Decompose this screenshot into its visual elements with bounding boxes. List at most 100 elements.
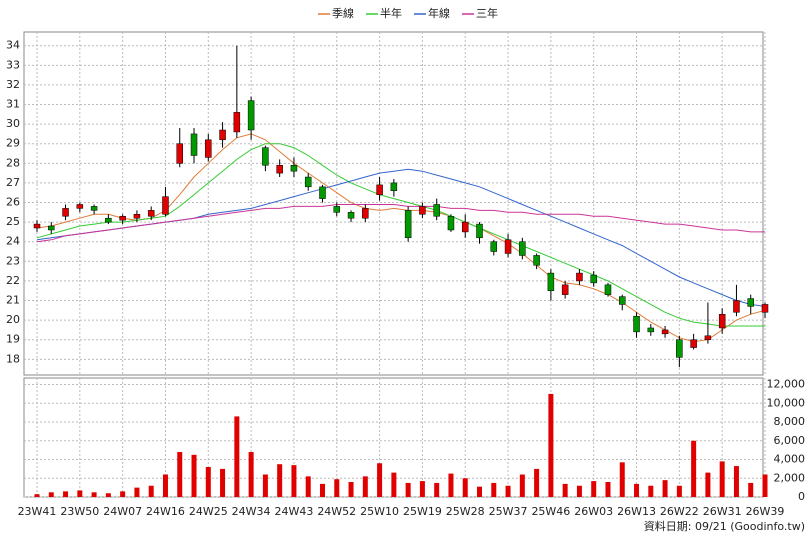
legend-label: 三年 (476, 6, 498, 20)
y-tick-label: 30 (6, 117, 20, 130)
volume-bar (505, 485, 511, 497)
volume-bar (91, 492, 97, 497)
candle-body (90, 206, 98, 211)
candle-body (504, 239, 512, 254)
candle-body (761, 304, 769, 313)
candle-body (290, 165, 298, 172)
volume-bar (733, 466, 739, 497)
volume-tick-label: 4,000 (774, 453, 806, 466)
candle-body (105, 217, 112, 223)
candle-body (219, 129, 226, 141)
candle-body (747, 298, 754, 307)
volume-bar (277, 464, 283, 497)
volume-tick-label: 6,000 (774, 434, 806, 447)
x-tick-label: 23W41 (18, 505, 57, 518)
x-tick-label: 24W25 (189, 505, 228, 518)
y-tick-label: 32 (6, 78, 20, 91)
volume-bar (576, 485, 582, 497)
candle-body (176, 143, 183, 164)
candle-body (490, 241, 498, 252)
volume-bar (705, 472, 711, 497)
volume-bar (134, 487, 140, 497)
x-tick-label: 25W10 (360, 505, 399, 518)
volume-bar (605, 482, 611, 497)
volume-bar (34, 494, 40, 497)
volume-tick-label: 12,000 (767, 378, 806, 391)
candle-body (533, 255, 540, 266)
y-tick-label: 26 (6, 196, 20, 209)
volume-tick-label: 10,000 (767, 396, 806, 409)
candle-body (547, 272, 555, 291)
candle-body (647, 327, 655, 333)
volume-tick-label: 2,000 (774, 471, 806, 484)
candle-body (147, 210, 155, 217)
volume-bar (191, 454, 197, 497)
ma-line (36, 133, 766, 343)
volume-tick-label: 0 (798, 490, 805, 503)
candle-body (319, 186, 326, 199)
candle-body (376, 184, 383, 195)
volume-bar (662, 480, 668, 497)
volume-bar (405, 482, 411, 497)
x-tick-label: 26W13 (617, 505, 656, 518)
volume-bar (319, 483, 325, 497)
candle-body (76, 204, 84, 209)
y-tick-label: 27 (6, 176, 20, 189)
candle-body (433, 204, 440, 217)
volume-bar (491, 482, 497, 497)
volume-bar (534, 468, 540, 497)
volume-bar (234, 416, 240, 497)
volume-bar (305, 476, 311, 497)
volume-bar (748, 482, 754, 497)
y-tick-label: 23 (6, 254, 20, 267)
y-tick-label: 24 (6, 235, 20, 248)
x-tick-label: 26W03 (574, 505, 613, 518)
candle-body (519, 241, 526, 256)
y-tick-label: 20 (6, 313, 20, 326)
volume-bar (619, 462, 625, 497)
candle-body (676, 339, 683, 358)
volume-bar (762, 474, 768, 497)
x-tick-label: 26W39 (746, 505, 785, 518)
volume-bar (391, 472, 397, 497)
candle-body (333, 206, 341, 213)
volume-bar (676, 485, 682, 497)
volume-bar (48, 492, 54, 497)
candle-body (704, 335, 712, 340)
candle-body (304, 176, 312, 188)
volume-bar (248, 452, 254, 497)
legend-label: 年線 (428, 6, 450, 20)
volume-bar (591, 481, 597, 497)
candle-body (247, 100, 255, 131)
volume-bar (377, 463, 383, 497)
volume-bar (462, 478, 468, 497)
y-tick-label: 34 (6, 39, 20, 52)
volume-bar (691, 440, 697, 497)
volume-bar (177, 452, 183, 497)
y-tick-label: 18 (6, 352, 20, 365)
candle-body (119, 215, 126, 221)
volume-bar (120, 491, 126, 497)
volume-bar (148, 485, 154, 497)
candle-body (576, 272, 583, 282)
x-tick-label: 25W19 (403, 505, 442, 518)
x-tick-label: 25W46 (531, 505, 570, 518)
volume-bar (334, 479, 340, 497)
volume-bar (105, 493, 111, 497)
candle-body (476, 223, 483, 239)
candle-body (133, 214, 141, 219)
candle-body (404, 210, 412, 239)
volume-bar (419, 481, 425, 497)
candle-body (262, 147, 269, 166)
x-tick-label: 24W43 (275, 505, 314, 518)
x-tick-label: 25W28 (446, 505, 485, 518)
ma-line (36, 168, 766, 307)
volume-bar (362, 476, 368, 497)
y-tick-label: 33 (6, 58, 20, 71)
y-tick-label: 19 (6, 333, 20, 346)
volume-bar (205, 467, 211, 497)
data-date-note: 資料日期: 09/21 (Goodinfo.tw) (644, 519, 805, 533)
candle-body (162, 196, 169, 215)
candle-body (233, 112, 241, 133)
